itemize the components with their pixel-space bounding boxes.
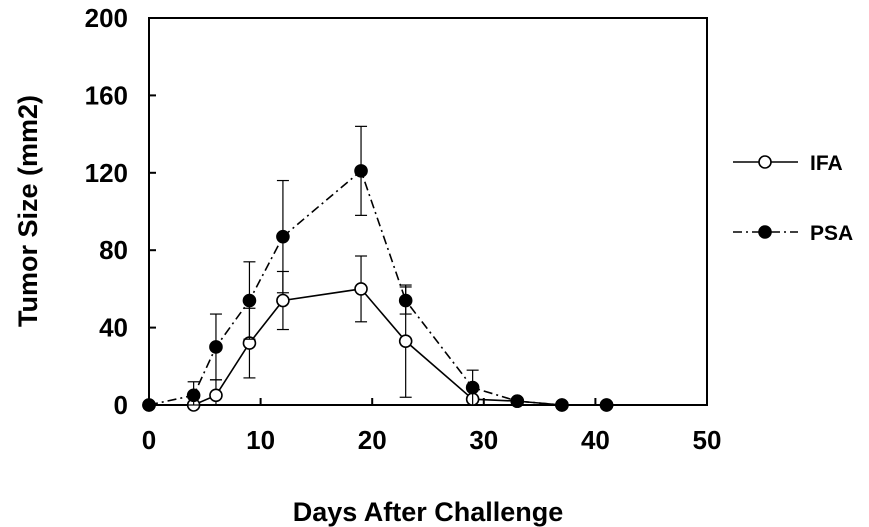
y-tick-label: 160: [85, 80, 128, 110]
plot-frame: [148, 17, 708, 406]
x-tick-label: 50: [693, 425, 722, 455]
series-line-psa: [148, 169, 607, 406]
data-point-psa: [465, 380, 480, 395]
legend-item-psa: PSA: [733, 222, 853, 245]
legend-item-ifa: IFA: [733, 152, 843, 175]
legend-marker-ifa: [758, 155, 772, 169]
x-axis-title: Days After Challenge: [293, 497, 564, 527]
data-point-psa: [555, 398, 569, 412]
x-tick-label: 20: [358, 425, 387, 455]
x-tick-label: 30: [469, 425, 498, 455]
data-point-ifa: [354, 282, 368, 296]
y-tick-label: 40: [99, 313, 128, 343]
legend-label-ifa: IFA: [810, 152, 843, 175]
data-point-psa: [186, 388, 201, 403]
data-point-ifa: [398, 334, 413, 348]
data-point-ifa: [209, 388, 223, 403]
y-tick-label: 120: [85, 158, 128, 188]
data-point-psa: [599, 398, 614, 412]
data-point-psa: [510, 394, 525, 408]
data-point-psa: [354, 164, 368, 178]
y-axis-title: Tumor Size (mm2): [13, 95, 43, 327]
y-tick-label: 0: [114, 390, 128, 420]
series-layer: [142, 125, 614, 412]
x-tick-label: 40: [581, 425, 610, 455]
series-ifa: [142, 255, 614, 412]
data-point-psa: [398, 293, 413, 308]
data-point-psa: [142, 398, 156, 412]
data-point-ifa: [276, 293, 290, 308]
y-tick-label: 80: [99, 235, 128, 265]
series-psa: [142, 125, 614, 412]
x-tick-label: 10: [246, 425, 275, 455]
legend-label-psa: PSA: [810, 222, 853, 245]
y-tick-label: 200: [85, 3, 128, 33]
legend-marker-psa: [758, 225, 772, 239]
data-point-psa: [276, 229, 290, 244]
data-point-psa: [209, 340, 223, 354]
legend: IFA PSA: [733, 152, 853, 245]
data-point-psa: [242, 293, 257, 308]
y-axis: 0 40 80 120 160 200: [85, 3, 156, 420]
x-tick-label: 0: [142, 425, 156, 455]
x-axis: 0 10 20 30 40 50: [142, 398, 722, 455]
